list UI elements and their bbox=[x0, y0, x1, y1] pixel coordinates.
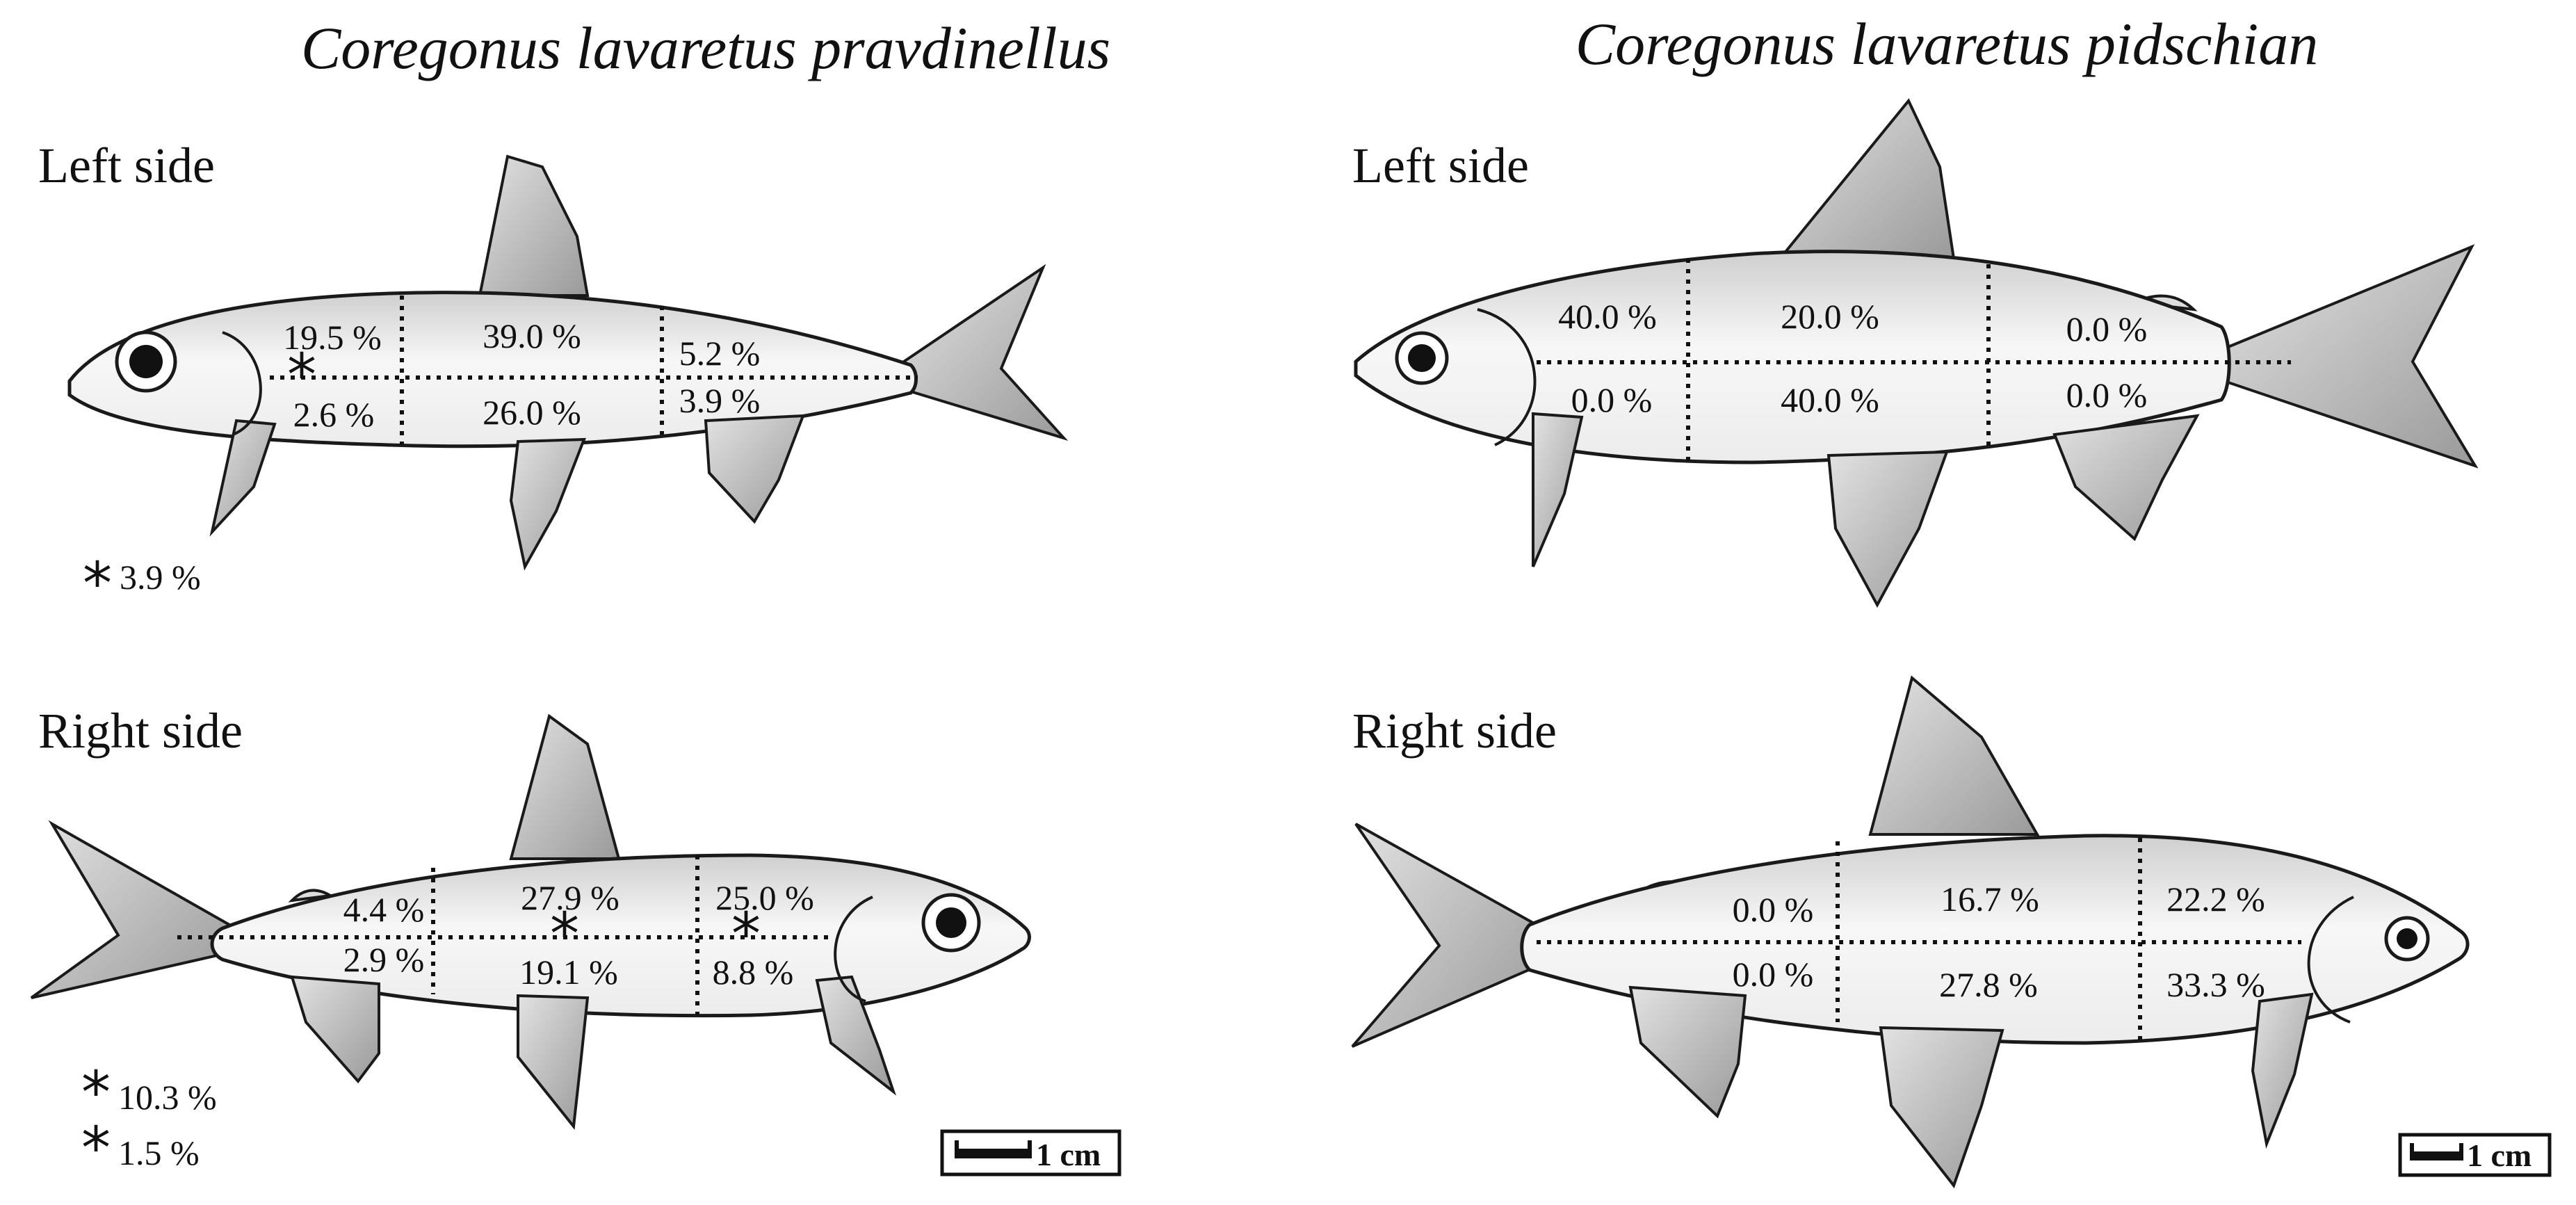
title-pravdinellus: Coregonus lavaretus pravdinellus bbox=[301, 15, 1110, 81]
asterisk-marker-green: * bbox=[731, 900, 761, 968]
pct-upper-anterior: 22.2 % bbox=[2166, 880, 2265, 919]
anal-fin bbox=[704, 414, 805, 524]
side-label-pravdinellus-left: Left side bbox=[38, 138, 215, 193]
pectoral-fin bbox=[815, 975, 896, 1096]
legend-asterisk-blue: * bbox=[81, 1058, 111, 1126]
fish-pravdinellus-right: 4.4 % 27.9 % 25.0 % 2.9 % 19.1 % 8.8 % *… bbox=[30, 713, 1031, 1131]
dorsal-fin bbox=[509, 713, 621, 860]
scale-bar-label: 1 cm bbox=[1036, 1137, 1101, 1172]
operculum bbox=[2307, 896, 2354, 1024]
fish-pravdinellus-left: 19.5 % 39.0 % 5.2 % 2.6 % 26.0 % 3.9 % * bbox=[67, 154, 1069, 571]
pct-upper-posterior: 5.2 % bbox=[679, 334, 761, 373]
pct-upper-posterior: 4.4 % bbox=[343, 890, 425, 929]
pupil bbox=[1408, 344, 1436, 372]
legend-value-pink: 3.9 % bbox=[120, 558, 201, 597]
pelvic-fin bbox=[509, 437, 586, 571]
pct-lower-middle: 40.0 % bbox=[1781, 380, 1879, 419]
legend-value-green: 1.5 % bbox=[118, 1133, 200, 1172]
pct-upper-anterior: 25.0 % bbox=[715, 878, 814, 917]
pct-upper-middle: 27.9 % bbox=[521, 878, 619, 917]
dorsal-fin bbox=[1776, 98, 1956, 260]
operculum bbox=[222, 331, 262, 436]
pelvic-fin bbox=[290, 975, 380, 1084]
scale-bar-pidschian: 1 cm bbox=[2398, 1133, 2552, 1177]
pct-lower-anterior: 0.0 % bbox=[1571, 380, 1653, 419]
anal-fin bbox=[517, 994, 590, 1131]
fish-pidschian-left: 40.0 % 20.0 % 0.0 % 0.0 % 40.0 % 0.0 % bbox=[1354, 98, 2479, 608]
operculum bbox=[1477, 308, 1537, 446]
anal-fin bbox=[1879, 1026, 2004, 1189]
pct-lower-posterior: 2.9 % bbox=[343, 940, 425, 979]
caudal-fin bbox=[1351, 823, 1538, 1048]
asterisk-marker-blue: * bbox=[550, 900, 579, 968]
pct-lower-middle: 27.8 % bbox=[1939, 965, 2038, 1004]
caudal-fin bbox=[2217, 244, 2479, 469]
anal-fin bbox=[2052, 414, 2200, 542]
scale-bar-label: 1 cm bbox=[2467, 1138, 2532, 1173]
dorsal-fin bbox=[478, 154, 590, 297]
pupil bbox=[129, 345, 163, 378]
pct-lower-posterior: 0.0 % bbox=[2066, 375, 2148, 414]
pct-upper-anterior: 19.5 % bbox=[283, 318, 382, 357]
pct-upper-middle: 20.0 % bbox=[1781, 297, 1879, 336]
pct-lower-middle: 19.1 % bbox=[519, 953, 618, 992]
dorsal-fin bbox=[1868, 675, 2040, 836]
pct-lower-posterior: 0.0 % bbox=[1733, 955, 1814, 994]
fish-pidschian-right: 0.0 % 16.7 % 22.2 % 0.0 % 27.8 % 33.3 % bbox=[1351, 675, 2470, 1189]
pct-upper-posterior: 0.0 % bbox=[2066, 309, 2148, 348]
pelvic-fin bbox=[1628, 985, 1747, 1119]
pct-lower-anterior: 33.3 % bbox=[2166, 965, 2265, 1004]
asterisk-marker-pink: * bbox=[287, 341, 316, 409]
pelvic-fin bbox=[1826, 450, 1949, 608]
pectoral-fin bbox=[2251, 992, 2314, 1149]
pct-upper-middle: 39.0 % bbox=[483, 316, 581, 355]
pct-upper-anterior: 40.0 % bbox=[1558, 297, 1657, 336]
caudal-fin bbox=[30, 820, 231, 999]
pct-lower-anterior: 2.6 % bbox=[293, 395, 375, 434]
legend-asterisk-green: * bbox=[81, 1114, 111, 1182]
pct-upper-posterior: 0.0 % bbox=[1733, 890, 1814, 929]
side-label-pidschian-right: Right side bbox=[1352, 703, 1557, 759]
fish-body bbox=[67, 291, 918, 448]
fish-body bbox=[1354, 250, 2231, 464]
legend-value-blue: 10.3 % bbox=[118, 1078, 217, 1117]
title-pidschian: Coregonus lavaretus pidschian bbox=[1575, 10, 2319, 77]
pectoral-fin bbox=[209, 419, 277, 537]
pct-lower-middle: 26.0 % bbox=[483, 393, 581, 432]
legend-asterisk-pink: * bbox=[83, 549, 112, 617]
operculum bbox=[834, 896, 873, 1003]
pupil bbox=[2397, 928, 2417, 949]
pectoral-fin bbox=[1532, 412, 1584, 567]
caudal-fin bbox=[902, 264, 1069, 442]
scale-bar-pravdinellus: 1 cm bbox=[940, 1129, 1121, 1176]
pupil bbox=[936, 907, 966, 938]
pct-lower-posterior: 3.9 % bbox=[679, 381, 761, 420]
pct-lower-anterior: 8.8 % bbox=[713, 953, 794, 992]
pct-upper-middle: 16.7 % bbox=[1941, 880, 2039, 919]
side-label-pidschian-left: Left side bbox=[1352, 138, 1529, 193]
side-label-pravdinellus-right: Right side bbox=[38, 703, 243, 759]
